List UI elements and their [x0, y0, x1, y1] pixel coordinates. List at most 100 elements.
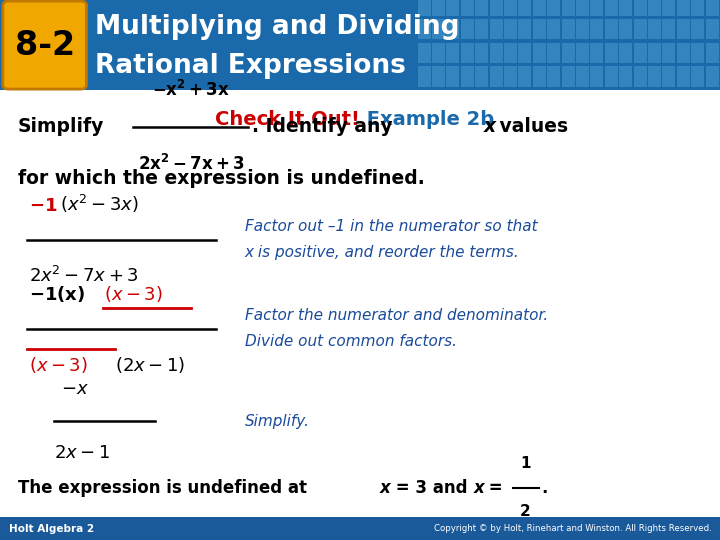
Bar — [533, 0, 546, 16]
Bar — [634, 19, 647, 39]
Text: Multiplying and Dividing: Multiplying and Dividing — [95, 14, 459, 40]
Bar — [446, 0, 459, 16]
Bar — [576, 0, 589, 16]
Bar — [662, 0, 675, 16]
Bar — [547, 66, 560, 87]
Bar — [605, 19, 618, 39]
Bar — [648, 66, 661, 87]
Bar — [518, 19, 531, 39]
Bar — [677, 0, 690, 16]
Bar — [634, 0, 647, 16]
Bar — [504, 66, 517, 87]
Text: $\mathbf{-1(x)}$: $\mathbf{-1(x)}$ — [29, 284, 85, 304]
Bar — [634, 43, 647, 63]
Bar — [461, 19, 474, 39]
Bar — [576, 43, 589, 63]
Text: = 3 and: = 3 and — [390, 478, 473, 497]
Text: values: values — [493, 117, 568, 137]
Bar — [475, 19, 488, 39]
Bar — [677, 43, 690, 63]
Bar — [605, 66, 618, 87]
Bar — [662, 19, 675, 39]
Bar — [490, 19, 503, 39]
Bar — [590, 0, 603, 16]
Text: Simplify: Simplify — [18, 117, 104, 137]
Bar — [518, 66, 531, 87]
Bar — [562, 66, 575, 87]
Bar — [475, 43, 488, 63]
Text: $(x^2 - 3x)$: $(x^2 - 3x)$ — [60, 193, 138, 215]
Bar — [418, 43, 431, 63]
Bar — [446, 43, 459, 63]
Text: The expression is undefined at: The expression is undefined at — [18, 478, 312, 497]
Bar — [518, 43, 531, 63]
Text: $\mathbf{-1}$: $\mathbf{-1}$ — [29, 197, 57, 215]
Text: Example 2b: Example 2b — [360, 110, 494, 130]
Bar — [590, 66, 603, 87]
Text: Rational Expressions: Rational Expressions — [95, 53, 406, 79]
Bar — [691, 19, 704, 39]
Bar — [547, 0, 560, 16]
Text: x: x — [484, 117, 496, 137]
Bar — [691, 43, 704, 63]
Bar — [691, 0, 704, 16]
Bar — [432, 0, 445, 16]
Bar — [648, 19, 661, 39]
Text: Divide out common factors.: Divide out common factors. — [245, 334, 456, 349]
Bar — [619, 66, 632, 87]
Bar — [446, 66, 459, 87]
Text: x: x — [380, 478, 391, 497]
Bar — [418, 66, 431, 87]
Bar — [648, 43, 661, 63]
Text: $-x$: $-x$ — [61, 380, 89, 398]
Text: for which the expression is undefined.: for which the expression is undefined. — [18, 168, 425, 188]
Bar — [461, 0, 474, 16]
Bar — [576, 19, 589, 39]
Bar — [662, 66, 675, 87]
Bar — [504, 43, 517, 63]
Bar — [461, 43, 474, 63]
Text: Factor out –1 in the numerator so that: Factor out –1 in the numerator so that — [245, 219, 537, 234]
Text: $(x - 3)$: $(x - 3)$ — [104, 284, 163, 304]
Bar — [490, 66, 503, 87]
Text: $2x - 1$: $2x - 1$ — [54, 444, 110, 462]
Bar — [619, 19, 632, 39]
Bar — [677, 19, 690, 39]
Bar — [533, 43, 546, 63]
Bar — [490, 0, 503, 16]
Bar — [0, 517, 720, 540]
Bar — [590, 19, 603, 39]
Text: 8-2: 8-2 — [14, 29, 75, 62]
Bar — [547, 43, 560, 63]
Bar — [634, 66, 647, 87]
Text: Check It Out!: Check It Out! — [215, 110, 360, 130]
FancyBboxPatch shape — [3, 1, 86, 89]
Text: $(x - 3)$: $(x - 3)$ — [29, 355, 87, 375]
Bar — [648, 0, 661, 16]
Bar — [432, 43, 445, 63]
Text: .: . — [541, 478, 548, 497]
Text: 1: 1 — [521, 456, 531, 471]
Bar — [461, 66, 474, 87]
Bar — [533, 66, 546, 87]
Bar — [691, 66, 704, 87]
Bar — [706, 0, 719, 16]
Bar — [576, 66, 589, 87]
Bar — [619, 0, 632, 16]
Bar — [706, 66, 719, 87]
Text: x: x — [474, 478, 485, 497]
Bar — [619, 43, 632, 63]
Bar — [490, 43, 503, 63]
Bar — [418, 0, 431, 16]
Bar — [706, 43, 719, 63]
Text: Holt Algebra 2: Holt Algebra 2 — [9, 524, 94, 534]
Bar — [706, 19, 719, 39]
Bar — [605, 0, 618, 16]
Bar — [432, 66, 445, 87]
Text: =: = — [483, 478, 508, 497]
Text: Copyright © by Holt, Rinehart and Winston. All Rights Reserved.: Copyright © by Holt, Rinehart and Winsto… — [433, 524, 711, 533]
Bar — [533, 19, 546, 39]
Bar — [590, 43, 603, 63]
Bar — [662, 43, 675, 63]
Bar — [518, 0, 531, 16]
